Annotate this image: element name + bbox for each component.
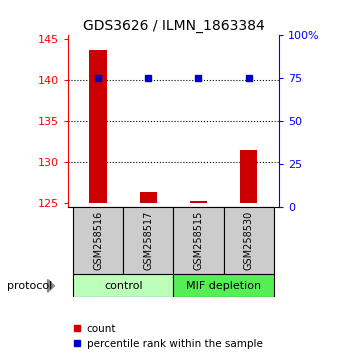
Legend: count, percentile rank within the sample: count, percentile rank within the sample — [73, 324, 262, 349]
Text: control: control — [104, 281, 142, 291]
Title: GDS3626 / ILMN_1863384: GDS3626 / ILMN_1863384 — [83, 19, 264, 33]
Bar — [240, 150, 257, 203]
Text: MIF depletion: MIF depletion — [186, 281, 261, 291]
Text: GSM258517: GSM258517 — [143, 211, 153, 270]
Bar — [139, 192, 157, 203]
Bar — [89, 50, 107, 203]
Bar — [173, 274, 274, 297]
Bar — [190, 201, 207, 203]
Bar — [73, 274, 173, 297]
Text: protocol: protocol — [7, 281, 52, 291]
Bar — [73, 207, 123, 274]
Bar — [173, 207, 224, 274]
Text: GSM258530: GSM258530 — [244, 211, 254, 270]
Text: GSM258516: GSM258516 — [93, 211, 103, 270]
Bar — [123, 207, 173, 274]
Text: GSM258515: GSM258515 — [193, 211, 204, 270]
Bar — [224, 207, 274, 274]
